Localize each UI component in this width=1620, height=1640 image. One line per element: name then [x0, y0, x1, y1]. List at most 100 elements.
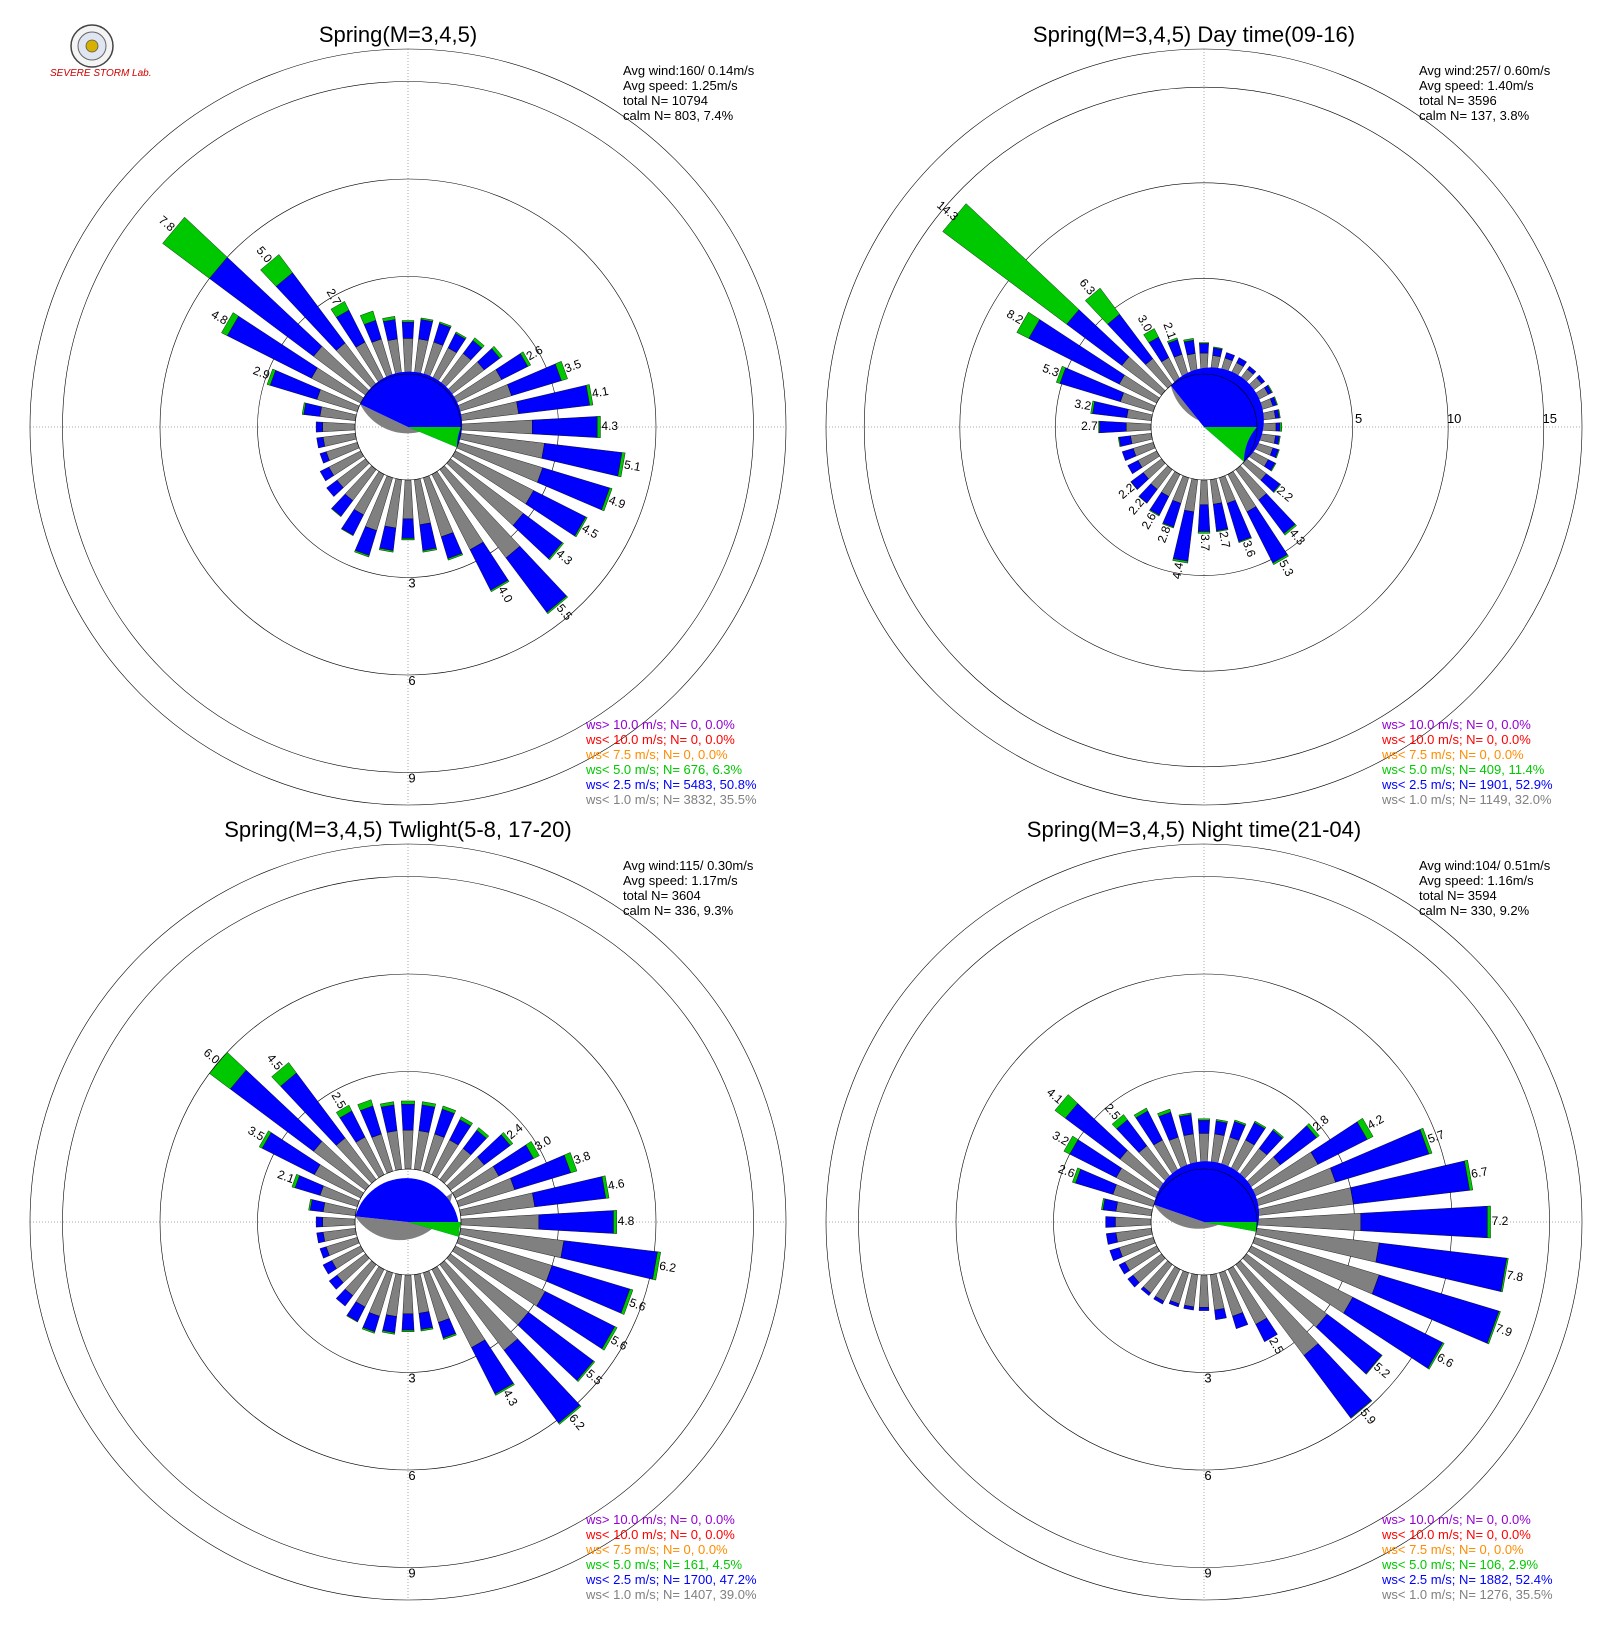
- bar-value-label: 4.8: [618, 1214, 635, 1228]
- bar-segment-cat2: [1214, 1120, 1228, 1136]
- bar-segment-cat3: [1072, 1167, 1081, 1184]
- chart-title: Spring(M=3,4,5): [319, 22, 477, 47]
- bar-value-label: 2.9: [251, 363, 272, 382]
- bar-value-label: 3.5: [563, 357, 584, 376]
- bar-segment-cat2: [434, 1108, 455, 1138]
- ring-label: 5: [1355, 411, 1362, 426]
- direction-bar-230: [1054, 1094, 1166, 1191]
- bar-segment-cat2: [1153, 1295, 1165, 1305]
- direction-bar-130: [446, 345, 503, 396]
- direction-bar-270: [1105, 1216, 1152, 1228]
- bar-segment-cat2: [1105, 1232, 1118, 1245]
- bar-value-label: 6.7: [1470, 1164, 1489, 1181]
- legend-entry: ws> 10.0 m/s; N= 0, 0.0%: [1381, 717, 1531, 732]
- bar-segment-cat2: [418, 1311, 433, 1330]
- calm-pie-cat1: [355, 1192, 453, 1241]
- legend-entry: ws< 7.5 m/s; N= 0, 0.0%: [585, 747, 728, 762]
- bar-segment-cat3: [1273, 396, 1278, 406]
- direction-bar-280: [316, 1228, 357, 1244]
- bar-segment-cat2: [1109, 1247, 1123, 1262]
- bar-segment-cat3: [1138, 496, 1148, 504]
- bar-value-label: 4.9: [607, 493, 628, 512]
- bar-segment-cat3: [1464, 1159, 1474, 1191]
- bar-value-label: 6.2: [658, 1259, 677, 1276]
- bar-segment-cat2: [1183, 1305, 1195, 1311]
- bar-segment-cat2: [316, 436, 325, 449]
- direction-bar-240: [1016, 311, 1160, 404]
- bar-segment-cat2: [322, 1260, 337, 1275]
- bar-segment-cat3: [1016, 311, 1040, 339]
- direction-bar-170: [414, 317, 434, 376]
- ring-9: [62, 81, 754, 773]
- bar-segment-cat2: [1199, 343, 1209, 354]
- direction-bar-60: [452, 450, 588, 538]
- legend-entry: ws< 1.0 m/s; N= 1276, 35.5%: [1381, 1587, 1553, 1602]
- bar-segment-cat2: [1183, 339, 1196, 356]
- direction-bar-110: [456, 1152, 578, 1207]
- direction-bar-100: [1255, 1159, 1474, 1216]
- calm-pie-cat3: [1204, 427, 1257, 462]
- bar-segment-cat3: [441, 1105, 457, 1114]
- ring-label: 15: [1543, 411, 1557, 426]
- bar-segment-cat3: [455, 331, 467, 340]
- bar-value-label: 2.1: [276, 1167, 297, 1186]
- bar-segment-cat3: [382, 316, 396, 322]
- direction-bar-10: [414, 1273, 434, 1332]
- direction-bar-260: [308, 1198, 357, 1216]
- direction-bar-140: [1235, 1128, 1284, 1184]
- bar-segment-cat3: [1350, 1400, 1373, 1419]
- ring-label: 6: [408, 673, 415, 688]
- direction-bar-190: [1178, 1112, 1198, 1171]
- bar-segment-cat2: [316, 1231, 325, 1244]
- direction-bar-50: [1242, 1253, 1383, 1375]
- legend-entry: ws< 2.5 m/s; N= 1901, 52.9%: [1381, 777, 1553, 792]
- calm-pie-cat3: [408, 427, 461, 448]
- stat-line: Avg wind:115/ 0.30m/s: [623, 858, 754, 873]
- ring-label: 6: [408, 1468, 415, 1483]
- stat-line: Avg speed: 1.25m/s: [623, 78, 738, 93]
- direction-bar-150: [1227, 1120, 1267, 1178]
- direction-bar-210: [1143, 328, 1181, 383]
- bar-segment-cat3: [652, 1251, 661, 1281]
- bar-segment-cat3: [422, 547, 438, 553]
- bar-segment-cat3: [380, 1101, 395, 1108]
- bar-segment-cat2: [328, 1274, 344, 1290]
- bar-segment-cat1: [402, 479, 414, 520]
- bar-segment-cat3: [1216, 528, 1229, 533]
- bar-segment-cat3: [1427, 1342, 1445, 1370]
- legend-entry: ws< 10.0 m/s; N= 0, 0.0%: [1381, 1527, 1531, 1542]
- bar-value-label: 7.8: [1505, 1268, 1524, 1285]
- direction-bar-230: [209, 1051, 370, 1191]
- bar-segment-cat3: [597, 416, 601, 438]
- direction-bar-180: [401, 320, 415, 375]
- bar-segment-cat3: [1234, 1119, 1247, 1126]
- legend-entry: ws< 5.0 m/s; N= 676, 6.3%: [585, 762, 743, 777]
- bar-segment-cat2: [326, 479, 344, 497]
- bar-segment-cat3: [335, 1104, 353, 1119]
- direction-bar-150: [431, 1116, 473, 1178]
- ring-6: [159, 178, 657, 676]
- bar-segment-cat3: [346, 1315, 358, 1323]
- calm-pie: [1150, 367, 1264, 481]
- direction-bar-0: [401, 1274, 415, 1332]
- bar-segment-cat2: [1102, 1198, 1118, 1212]
- legend-entry: ws< 7.5 m/s; N= 0, 0.0%: [585, 1542, 728, 1557]
- bar-segment-cat3: [1133, 1107, 1149, 1119]
- ring-label: 10: [1447, 411, 1461, 426]
- direction-bar-320: [1138, 465, 1173, 504]
- bar-segment-cat3: [258, 1130, 272, 1149]
- bar-segment-cat3: [1283, 523, 1297, 536]
- bar-segment-cat3: [491, 345, 503, 359]
- bar-segment-cat2: [1118, 435, 1133, 447]
- ring-label: 3: [1204, 1371, 1211, 1386]
- direction-bar-180: [401, 1100, 415, 1170]
- stat-line: Avg speed: 1.17m/s: [623, 873, 738, 888]
- direction-bar-30: [431, 471, 510, 593]
- direction-bar-70: [1252, 442, 1280, 459]
- legend-entry: ws< 2.5 m/s; N= 1882, 52.4%: [1381, 1572, 1553, 1587]
- bar-value-label: 4.3: [601, 419, 618, 433]
- bar-segment-cat3: [361, 1327, 376, 1334]
- bar-segment-cat1: [1126, 408, 1153, 421]
- direction-bar-310: [1127, 1253, 1166, 1288]
- bar-segment-cat2: [1198, 1120, 1210, 1134]
